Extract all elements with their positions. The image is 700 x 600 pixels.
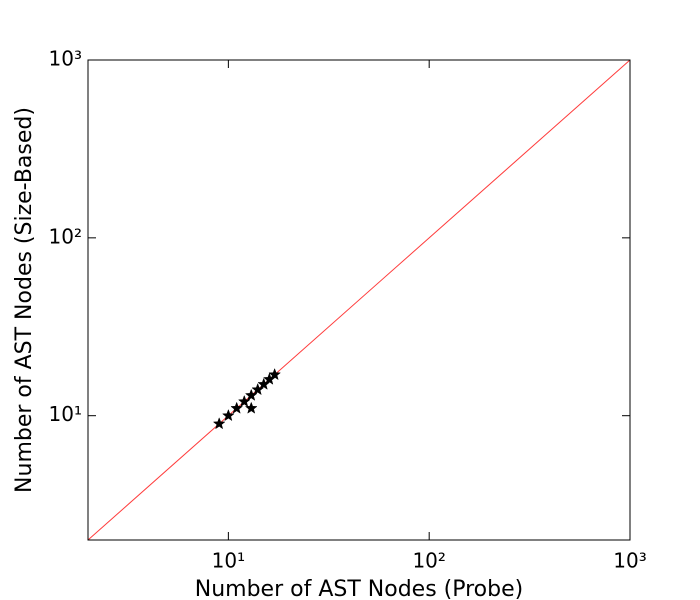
- point: [268, 367, 282, 381]
- point: [212, 417, 226, 430]
- identity-line: [87, 59, 631, 541]
- point: [221, 408, 235, 422]
- x-tick-label: 10³: [613, 549, 646, 573]
- plot-frame: [87, 59, 631, 541]
- y-tick-label: 10²: [49, 224, 82, 248]
- y-tick-label: 10¹: [49, 402, 82, 426]
- y-axis-label: Number of AST Nodes (Size-Based): [12, 107, 37, 493]
- x-axis-label: Number of AST Nodes (Probe): [195, 577, 523, 600]
- x-tick-label: 10¹: [212, 549, 245, 573]
- x-tick-label: 10²: [412, 549, 445, 573]
- y-tick-label: 10³: [49, 47, 82, 71]
- point: [244, 401, 258, 414]
